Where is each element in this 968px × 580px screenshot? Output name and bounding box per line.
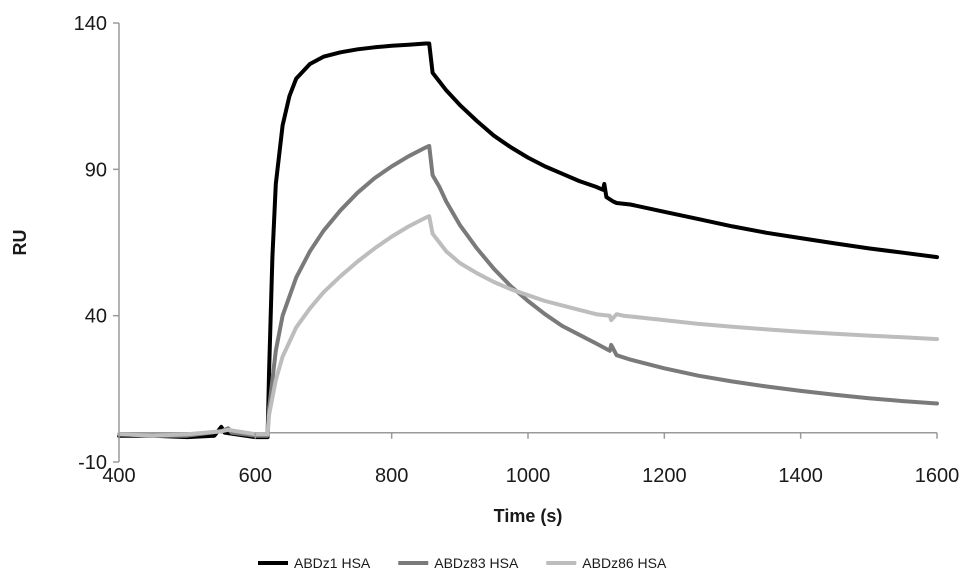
x-tick-label: 1400 — [778, 465, 823, 487]
y-axis-title: RU — [10, 230, 30, 256]
legend-label: ABDz86 HSA — [582, 555, 667, 571]
legend-item: ABDz86 HSA — [546, 555, 667, 571]
legend-label: ABDz1 HSA — [294, 555, 371, 571]
series-layer — [117, 41, 939, 440]
y-tick-label: -10 — [78, 452, 107, 474]
x-tick-label: 1200 — [642, 465, 687, 487]
series-line-1 — [117, 41, 939, 440]
x-tick-label: 1600 — [915, 465, 960, 487]
series-line-2 — [117, 143, 939, 438]
x-tick-label: 400 — [102, 465, 135, 487]
legend-item: ABDz1 HSA — [258, 555, 371, 571]
ticks-layer: -10 40 90 140 400 600 800 1000 1200 1400 1600 — [74, 13, 960, 487]
y-tick-label: 90 — [85, 159, 107, 181]
x-tick-label: 1000 — [506, 465, 551, 487]
axes — [118, 23, 937, 462]
legend: ABDz1 HSA ABDz83 HSA ABDz86 HSA — [258, 555, 667, 571]
x-axis-title: Time (s) — [494, 506, 563, 526]
x-tick-label: 800 — [375, 465, 408, 487]
x-tick-label: 600 — [239, 465, 272, 487]
y-tick-label: 40 — [85, 306, 107, 328]
series-line-3 — [117, 214, 939, 438]
y-tick-label: 140 — [74, 13, 107, 35]
legend-item: ABDz83 HSA — [398, 555, 519, 571]
legend-label: ABDz83 HSA — [434, 555, 519, 571]
